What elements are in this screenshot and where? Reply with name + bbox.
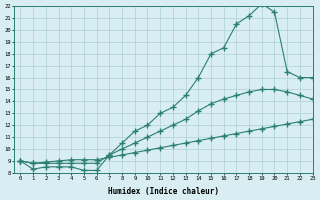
X-axis label: Humidex (Indice chaleur): Humidex (Indice chaleur) xyxy=(108,187,219,196)
